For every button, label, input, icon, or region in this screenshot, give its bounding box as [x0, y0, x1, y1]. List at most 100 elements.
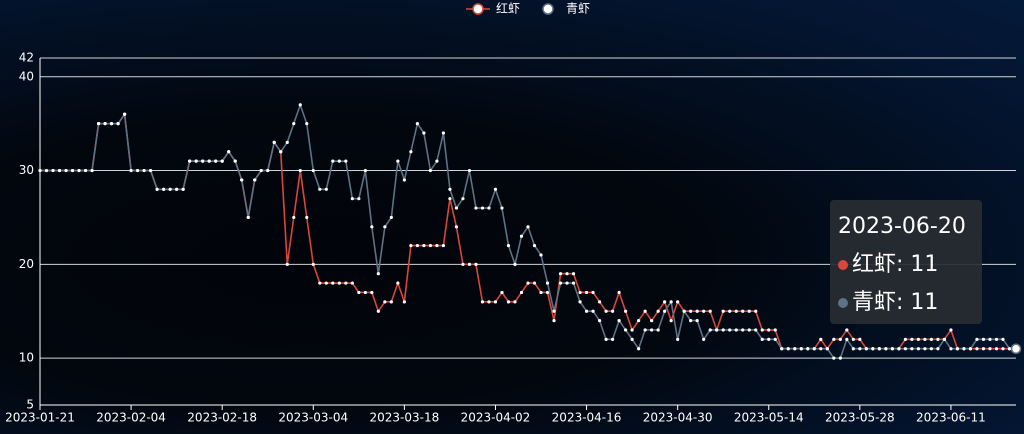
- point: [227, 150, 231, 154]
- x-tick-label: 2023-06-11: [916, 411, 986, 425]
- point: [747, 328, 751, 332]
- point: [318, 187, 322, 191]
- point: [728, 328, 732, 332]
- point: [233, 159, 237, 163]
- point: [760, 328, 764, 332]
- point: [994, 337, 999, 341]
- point: [448, 197, 452, 201]
- point: [285, 262, 289, 266]
- point: [728, 309, 732, 313]
- point: [695, 309, 699, 313]
- point: [936, 347, 940, 351]
- point: [337, 281, 341, 285]
- point: [916, 337, 921, 341]
- x-tick-label: 2023-02-04: [96, 411, 166, 425]
- point: [650, 328, 654, 332]
- point: [773, 337, 777, 341]
- point: [259, 168, 263, 173]
- point: [116, 122, 120, 126]
- tooltip-value: 11: [910, 290, 939, 315]
- point: [630, 328, 634, 332]
- point: [363, 168, 367, 173]
- point: [454, 206, 459, 210]
- point: [767, 328, 771, 332]
- point: [767, 337, 771, 341]
- point: [923, 337, 927, 341]
- point: [389, 215, 393, 220]
- point: [422, 131, 426, 135]
- point: [428, 168, 432, 173]
- point: [558, 281, 563, 285]
- point: [532, 281, 537, 285]
- point: [949, 347, 953, 351]
- x-tick-label: 2023-04-16: [552, 411, 622, 425]
- point: [480, 300, 485, 304]
- point: [350, 197, 354, 201]
- point: [591, 290, 595, 295]
- point: [441, 243, 446, 248]
- point: [513, 300, 517, 304]
- point: [871, 347, 875, 351]
- point: [832, 356, 836, 360]
- tooltip-name: 红虾: [852, 252, 897, 277]
- point: [604, 337, 608, 341]
- point: [96, 122, 101, 126]
- point: [780, 347, 784, 351]
- point: [539, 253, 543, 257]
- point: [298, 103, 302, 107]
- point: [474, 262, 478, 266]
- point: [344, 159, 348, 163]
- point: [357, 290, 361, 295]
- point: [845, 337, 849, 341]
- point: [168, 187, 172, 191]
- point: [272, 140, 276, 145]
- point: [591, 309, 595, 313]
- point: [194, 159, 198, 163]
- point: [741, 309, 745, 313]
- point: [493, 187, 498, 191]
- point: [337, 159, 341, 163]
- point: [689, 318, 693, 323]
- point: [799, 347, 803, 351]
- point: [376, 309, 380, 313]
- point: [526, 225, 530, 229]
- y-tick-label: 10: [19, 351, 34, 365]
- point: [858, 337, 862, 341]
- point: [428, 243, 432, 248]
- point: [910, 337, 914, 341]
- point: [1001, 337, 1005, 341]
- point: [962, 347, 966, 351]
- point: [493, 300, 498, 304]
- point: [532, 243, 537, 248]
- point: [897, 347, 901, 351]
- x-tick-label: 2023-04-30: [643, 411, 713, 425]
- point: [487, 206, 491, 210]
- point: [929, 347, 934, 351]
- x-tick-label: 2023-03-18: [369, 411, 439, 425]
- point: [806, 347, 810, 351]
- point: [1001, 347, 1005, 351]
- point: [415, 122, 419, 126]
- legend-label: 青虾: [566, 2, 590, 16]
- point: [773, 328, 777, 332]
- point: [305, 122, 309, 126]
- point: [610, 309, 615, 313]
- point: [350, 281, 354, 285]
- point: [702, 337, 706, 341]
- point: [539, 290, 543, 295]
- point: [571, 281, 576, 285]
- point: [441, 131, 446, 135]
- point: [643, 328, 647, 332]
- point: [136, 168, 140, 173]
- point: [916, 347, 921, 351]
- point: [467, 168, 472, 173]
- point: [383, 225, 387, 229]
- x-tick-label: 2023-04-02: [461, 411, 531, 425]
- point: [584, 309, 589, 313]
- tooltip: 2023-06-20 红虾: 11 青虾: 11: [830, 200, 982, 324]
- point: [454, 225, 459, 229]
- point: [721, 328, 725, 332]
- point: [298, 168, 302, 173]
- point: [545, 290, 550, 295]
- tooltip-name: 青虾: [852, 290, 897, 315]
